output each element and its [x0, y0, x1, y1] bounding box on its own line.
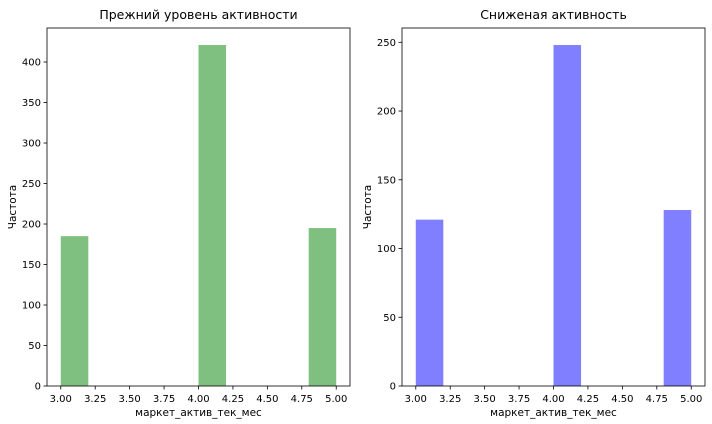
histogram-bar — [553, 45, 582, 387]
y-axis-label: Частота — [7, 185, 19, 230]
chart-previous-activity: 3.00 3.25 3.50 3.75 4.00 4.25 4.50 4.75 5.00 0 50 1… — [7, 7, 351, 419]
y-tick-label: 250 — [377, 38, 396, 49]
x-tick-label: 4.50 — [611, 394, 633, 405]
x-axis-label: маркет_актив_тек_мес — [490, 407, 617, 419]
y-tick-label: 100 — [377, 244, 396, 255]
y-tick-label: 0 — [35, 382, 41, 393]
x-tick-label: 3.00 — [405, 394, 427, 405]
x-tick-label: 3.00 — [50, 394, 72, 405]
y-tick-label: 50 — [383, 313, 396, 324]
chart-title: Прежний уровень активности — [99, 7, 297, 22]
x-tick-label: 5.00 — [680, 394, 702, 405]
y-tick-label: 200 — [22, 220, 41, 231]
x-tick-label: 4.75 — [646, 394, 668, 405]
x-axis-label: маркет_актив_тек_мес — [135, 407, 262, 419]
x-tick-label: 3.75 — [153, 394, 175, 405]
y-tick-label: 100 — [22, 301, 41, 312]
y-tick-label: 50 — [28, 341, 41, 352]
x-tick-label: 4.25 — [222, 394, 244, 405]
y-tick-label: 200 — [377, 107, 396, 118]
y-tick-label: 400 — [22, 58, 41, 69]
y-tick-label: 300 — [22, 139, 41, 150]
y-tick-label: 150 — [377, 175, 396, 186]
x-tick-label: 5.00 — [325, 394, 347, 405]
x-tick-label: 4.25 — [577, 394, 599, 405]
x-tick-label: 3.25 — [439, 394, 461, 405]
x-tick-label: 3.75 — [508, 394, 530, 405]
x-tick-label: 4.00 — [187, 394, 209, 405]
chart-title: Сниженая активность — [480, 7, 627, 22]
x-tick-label: 3.50 — [119, 394, 141, 405]
histogram-bar — [415, 219, 444, 386]
x-tick-label: 3.25 — [84, 394, 106, 405]
y-axis-label: Частота — [362, 185, 374, 230]
y-tick-label: 0 — [390, 382, 396, 393]
histogram-bar — [60, 236, 89, 386]
y-tick-label: 350 — [22, 98, 41, 109]
histogram-bar — [663, 210, 692, 386]
y-tick-label: 250 — [22, 179, 41, 190]
x-tick-label: 4.50 — [256, 394, 278, 405]
y-tick-label: 150 — [22, 260, 41, 271]
histogram-bar — [198, 45, 227, 387]
chart-reduced-activity: 3.00 3.25 3.50 3.75 4.00 4.25 4.50 4.75 5.00 0 50 1… — [362, 7, 706, 419]
x-tick-label: 4.00 — [542, 394, 564, 405]
x-tick-label: 3.50 — [474, 394, 496, 405]
x-tick-label: 4.75 — [291, 394, 313, 405]
histogram-bar — [308, 228, 337, 386]
